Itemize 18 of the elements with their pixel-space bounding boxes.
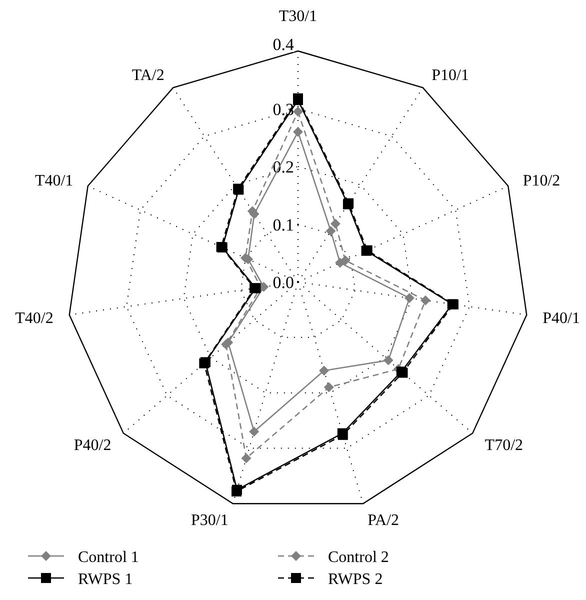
spoke-label: P10/2: [522, 172, 560, 190]
spoke-label: P10/1: [432, 67, 469, 84]
legend-label: Control 2: [328, 549, 389, 566]
spoke-label: T40/1: [34, 172, 74, 190]
spoke-label: T70/2: [484, 436, 524, 454]
y-tick-label: 0.4: [272, 35, 294, 54]
spoke-label: P30/1: [191, 512, 228, 530]
spoke-label: T40/2: [15, 310, 54, 328]
spoke-label: P40/2: [74, 436, 112, 454]
legend-label: Control 1: [78, 549, 139, 566]
y-tick-label: 0.0: [272, 273, 294, 292]
legend-label: RWPS 2: [328, 571, 383, 588]
spoke-label: TA/2: [132, 67, 164, 84]
legend-label: RWPS 1: [78, 571, 133, 588]
spoke-label: PA/2: [368, 512, 400, 530]
spoke-label: P40/1: [542, 310, 580, 328]
y-tick-label: 0.1: [272, 215, 294, 234]
spoke-label: T30/1: [278, 8, 318, 25]
